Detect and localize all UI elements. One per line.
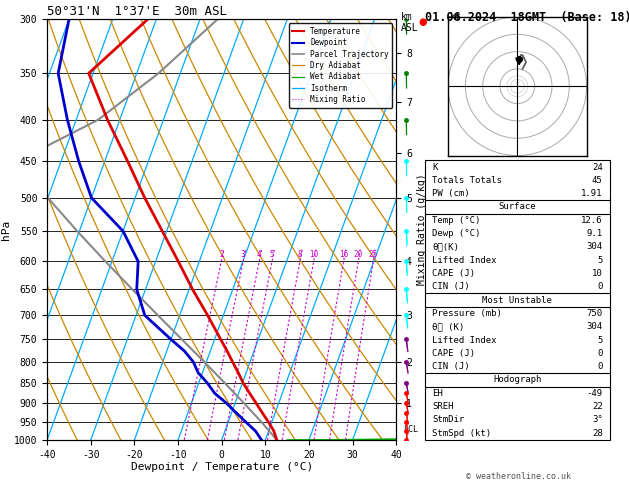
Y-axis label: Mixing Ratio (g/kg): Mixing Ratio (g/kg)	[418, 174, 428, 285]
Text: Lifted Index: Lifted Index	[432, 256, 496, 265]
Text: Surface: Surface	[499, 203, 536, 211]
Text: Temp (°C): Temp (°C)	[432, 216, 481, 225]
Text: 3°: 3°	[592, 416, 603, 424]
Text: 304: 304	[587, 243, 603, 251]
Text: -49: -49	[587, 389, 603, 398]
Text: 8: 8	[298, 250, 303, 260]
Text: StmSpd (kt): StmSpd (kt)	[432, 429, 491, 438]
Text: 1.91: 1.91	[581, 189, 603, 198]
Text: © weatheronline.co.uk: © weatheronline.co.uk	[467, 472, 571, 481]
Text: Hodograph: Hodograph	[493, 376, 542, 384]
Text: 0: 0	[598, 349, 603, 358]
Text: CAPE (J): CAPE (J)	[432, 349, 475, 358]
Text: 24: 24	[592, 162, 603, 172]
Text: 28: 28	[592, 429, 603, 438]
Text: EH: EH	[432, 389, 443, 398]
Text: 0: 0	[598, 362, 603, 371]
Text: 4: 4	[257, 250, 262, 260]
Text: 10: 10	[309, 250, 318, 260]
Y-axis label: hPa: hPa	[1, 220, 11, 240]
Text: StmDir: StmDir	[432, 416, 464, 424]
Text: km
ASL: km ASL	[401, 12, 419, 33]
Text: 5: 5	[270, 250, 274, 260]
Text: CIN (J): CIN (J)	[432, 362, 470, 371]
X-axis label: Dewpoint / Temperature (°C): Dewpoint / Temperature (°C)	[131, 462, 313, 472]
Text: Totals Totals: Totals Totals	[432, 176, 502, 185]
Text: 9.1: 9.1	[587, 229, 603, 238]
Legend: Temperature, Dewpoint, Parcel Trajectory, Dry Adiabat, Wet Adiabat, Isotherm, Mi: Temperature, Dewpoint, Parcel Trajectory…	[289, 23, 392, 107]
Text: K: K	[432, 162, 437, 172]
Text: 50°31'N  1°37'E  30m ASL: 50°31'N 1°37'E 30m ASL	[47, 5, 227, 18]
Text: 5: 5	[598, 335, 603, 345]
Text: PW (cm): PW (cm)	[432, 189, 470, 198]
Text: Pressure (mb): Pressure (mb)	[432, 309, 502, 318]
Text: 22: 22	[592, 402, 603, 411]
Text: CAPE (J): CAPE (J)	[432, 269, 475, 278]
Text: 12.6: 12.6	[581, 216, 603, 225]
Text: 3: 3	[241, 250, 245, 260]
Text: 304: 304	[587, 322, 603, 331]
Text: SREH: SREH	[432, 402, 454, 411]
Text: 10: 10	[592, 269, 603, 278]
Text: 45: 45	[592, 176, 603, 185]
Text: Dewp (°C): Dewp (°C)	[432, 229, 481, 238]
Text: 0: 0	[598, 282, 603, 291]
Text: 25: 25	[369, 250, 378, 260]
Text: 20: 20	[353, 250, 363, 260]
Text: LCL: LCL	[403, 425, 418, 434]
Text: 5: 5	[598, 256, 603, 265]
Text: 750: 750	[587, 309, 603, 318]
Text: ●: ●	[419, 17, 428, 27]
Text: kt: kt	[450, 13, 462, 22]
Text: 16: 16	[339, 250, 348, 260]
Text: 01.06.2024  18GMT  (Base: 18): 01.06.2024 18GMT (Base: 18)	[425, 11, 629, 24]
Text: θᴄ(K): θᴄ(K)	[432, 243, 459, 251]
Text: 2: 2	[219, 250, 223, 260]
Text: θᴄ (K): θᴄ (K)	[432, 322, 464, 331]
Text: Most Unstable: Most Unstable	[482, 295, 552, 305]
Text: CIN (J): CIN (J)	[432, 282, 470, 291]
Text: Lifted Index: Lifted Index	[432, 335, 496, 345]
